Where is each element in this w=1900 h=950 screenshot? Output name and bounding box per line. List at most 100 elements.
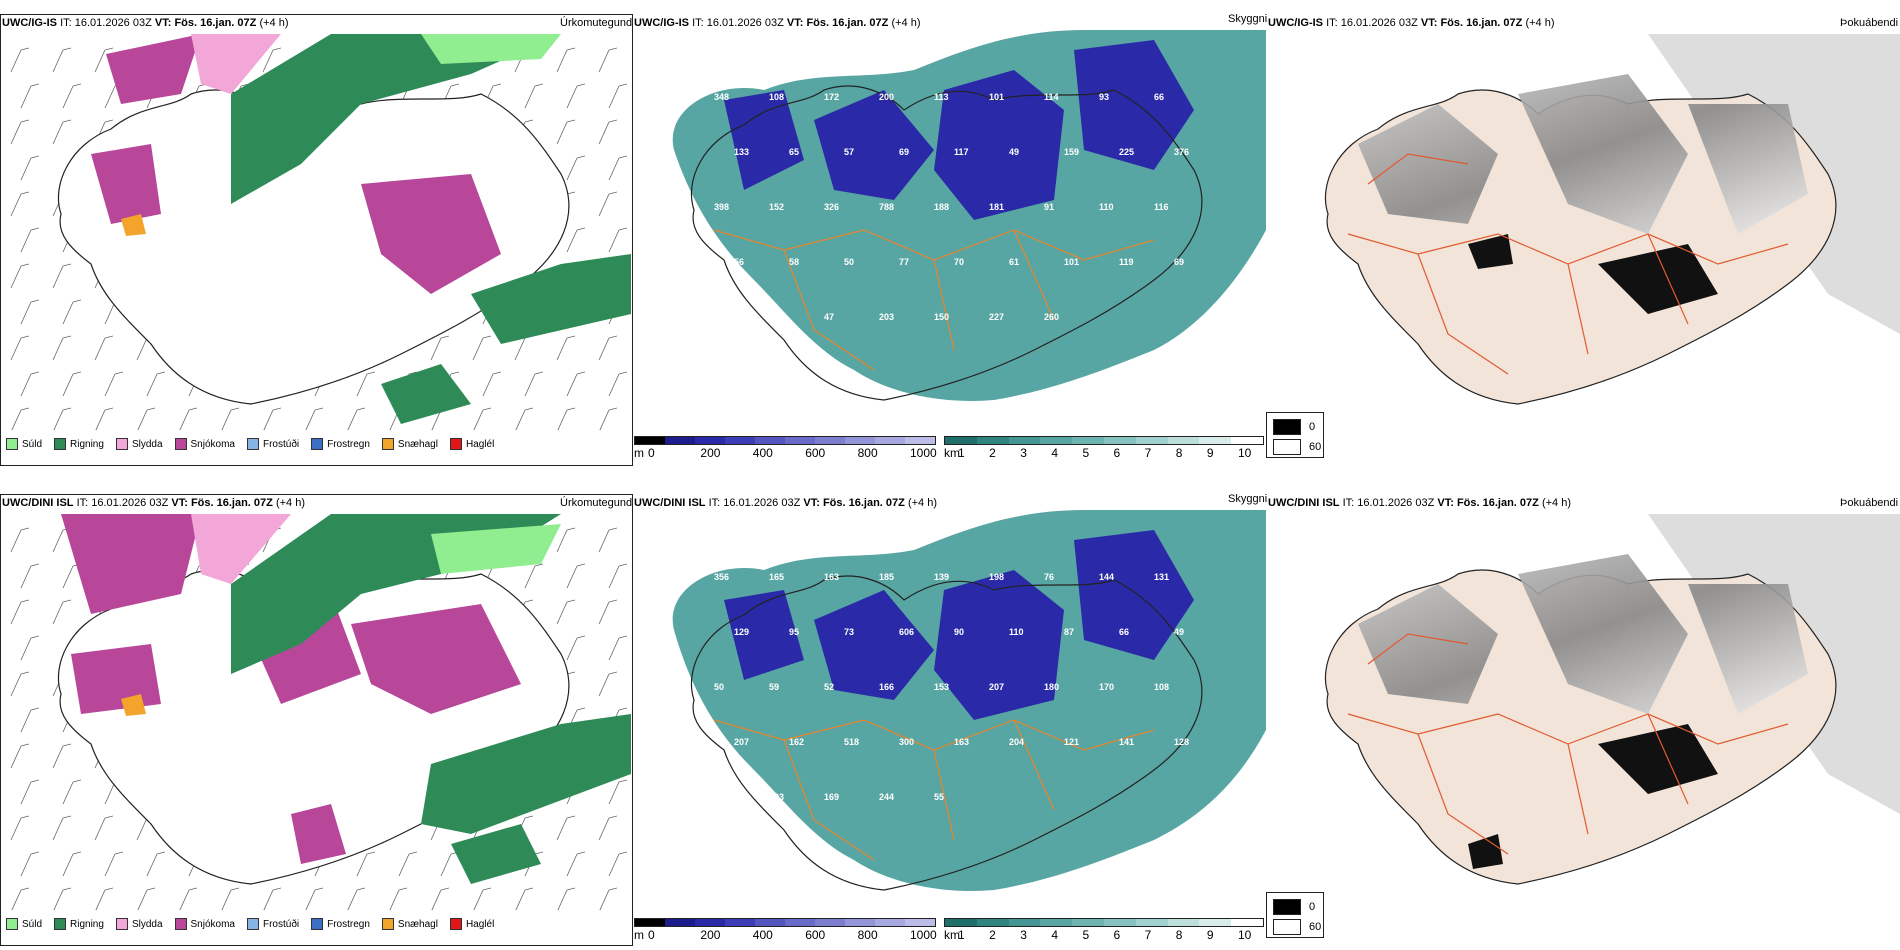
wind-barb [62, 83, 82, 109]
wind-barb [566, 635, 586, 661]
wind-barb [179, 887, 198, 910]
row1-vis-header: UWC/IG-IS IT: 16.01.2026 03Z VT: Fös. 16… [634, 16, 920, 30]
visibility-label: 65 [789, 147, 799, 157]
visibility-label: 101 [1064, 257, 1079, 267]
visibility-label: 133 [734, 147, 749, 157]
colorbar-segment [1199, 437, 1232, 444]
fog-label: 0 [1309, 901, 1316, 913]
visibility-label: 121 [1064, 737, 1079, 747]
wind-barb [20, 155, 40, 181]
visibility-label: 227 [989, 312, 1004, 322]
wind-barb [20, 635, 40, 661]
row1-cbar-m [634, 436, 936, 445]
wind-barb [598, 335, 618, 361]
visibility-label: 165 [769, 572, 784, 582]
wind-barb [608, 155, 628, 181]
visibility-label: 139 [934, 572, 949, 582]
visibility-label: 52 [824, 682, 834, 692]
legend-swatch [115, 438, 128, 450]
wind-barb [10, 671, 30, 697]
wind-barb [94, 815, 114, 841]
wind-barb [20, 707, 40, 733]
row2-cbar-m [634, 918, 936, 927]
drizzle-area [421, 34, 561, 64]
colorbar-segment [815, 437, 845, 444]
legend-item: Rigning [54, 918, 104, 930]
fog-legend-row: 60 [1273, 919, 1321, 935]
visibility-label: 70 [954, 257, 964, 267]
colorbar-tick: 600 [805, 446, 826, 460]
it-value: 16.01.2026 03Z [74, 17, 152, 29]
colorbar-segment [1167, 919, 1200, 926]
visibility-label: 152 [769, 202, 784, 212]
graupel-area [121, 214, 146, 236]
colorbar-segment [635, 437, 665, 444]
row1-cbar-km [944, 436, 1264, 445]
visibility-label: 73 [844, 627, 854, 637]
colorbar-segment [755, 919, 785, 926]
wind-barb [104, 371, 124, 397]
row2-vis-header: UWC/DINI ISL IT: 16.01.2026 03Z VT: Fös.… [634, 496, 937, 510]
wind-barb [599, 407, 618, 430]
vt-value: Fös. 16.jan. 07Z [806, 17, 889, 29]
visibility-label: 103 [769, 792, 784, 802]
lead-time: (+4 h) [275, 497, 305, 509]
visibility-label: 207 [989, 682, 1004, 692]
row2-cbar-km [944, 918, 1264, 927]
wind-barb [62, 851, 82, 877]
wind-barb [137, 887, 156, 910]
wind-barb [566, 227, 586, 253]
wind-barb [221, 407, 240, 430]
row2-vis-map: 356 165 163 185 139 198 76 144 131 129 95 73 606 90 11… [672, 510, 1266, 891]
visibility-label: 50 [844, 257, 854, 267]
visibility-label: 56 [734, 257, 744, 267]
row2-vis-labels: 356 165 163 185 139 198 76 144 131 129 95 73 606 90 11… [714, 572, 1189, 802]
visibility-label: 110 [1099, 202, 1114, 212]
row1-cbar-km-ticks: km 1 2 3 4 5 6 7 8 9 10 [944, 446, 1264, 460]
it-value: 16.01.2026 03Z [1357, 497, 1435, 509]
wind-barb [608, 83, 628, 109]
wind-barb [11, 407, 30, 430]
legend-swatch [381, 438, 394, 450]
colorbar-tick: 6 [1113, 446, 1121, 460]
drizzle-area [431, 524, 561, 574]
legend-item: Haglél [449, 438, 494, 450]
legend-item: Frostregn [311, 438, 370, 450]
legend-swatch [54, 918, 67, 930]
visibility-label: 116 [1154, 202, 1169, 212]
colorbar-segment [1040, 919, 1073, 926]
wind-barb [566, 563, 586, 589]
visibility-label: 204 [1009, 737, 1024, 747]
wind-barb [556, 335, 576, 361]
wind-barb [356, 851, 376, 877]
wind-barb [524, 563, 544, 589]
fog-dark-area [1468, 234, 1718, 314]
it-value: 16.01.2026 03Z [91, 497, 169, 509]
wind-barb [556, 47, 576, 73]
snow-area [61, 514, 521, 864]
wind-barb [146, 851, 166, 877]
legend-label: Frostregn [327, 438, 370, 450]
visibility-label: 66 [1119, 627, 1129, 637]
vt-label: VT: [786, 17, 804, 29]
row1-fog-header: UWC/IG-IS IT: 16.01.2026 03Z VT: Fös. 16… [1268, 16, 1554, 30]
visibility-label: 376 [1174, 147, 1189, 157]
lead-time: (+4 h) [1525, 17, 1555, 29]
roads [1347, 153, 1789, 375]
fog-label: 60 [1309, 441, 1322, 453]
row1-precip-frame [0, 14, 633, 466]
visibility-label: 131 [1154, 572, 1169, 582]
wind-barb [305, 407, 324, 430]
row1-precip-param: Úrkomutegund [560, 17, 633, 29]
wind-barb [482, 371, 502, 397]
colorbar-tick: 10 [1238, 446, 1252, 460]
it-value: 16.01.2026 03Z [706, 17, 784, 29]
vt-label: VT: [154, 17, 172, 29]
legend-swatch [6, 438, 18, 450]
fog-swatch [1273, 439, 1301, 455]
row1-precip-map [10, 34, 631, 430]
wind-barb [262, 47, 282, 73]
wind-barb [598, 815, 618, 841]
vt-label: VT: [1420, 17, 1438, 29]
colorbar-segment [695, 919, 725, 926]
